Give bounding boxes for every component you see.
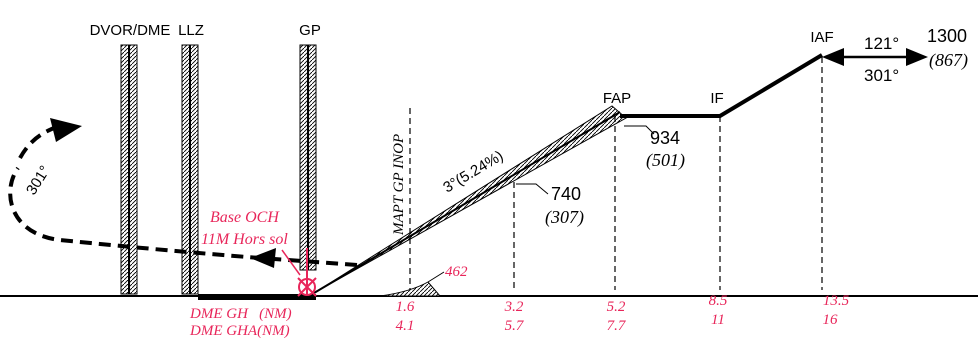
- missed-turn-track: 301°: [23, 163, 54, 198]
- glide-path-centerline: [313, 111, 621, 294]
- obstacle-elevation: 462: [445, 264, 468, 280]
- step-altitude: 740: [551, 184, 581, 204]
- dme-gh-value: 13.5: [823, 293, 850, 309]
- dme-gha-value: 5.7: [505, 318, 525, 334]
- dme-gh-value: 8.5: [709, 293, 728, 309]
- missed-approach-arrowhead: [50, 118, 82, 142]
- mapt-label: MAPT GP INOP: [391, 134, 407, 236]
- iaf-label: IAF: [810, 29, 833, 46]
- if-label: IF: [710, 90, 723, 107]
- llz-label: LLZ: [178, 22, 204, 39]
- gp-label: GP: [299, 22, 321, 39]
- dme-gh-label: DME GH (NM): [189, 306, 292, 322]
- dme-gha-value: 16: [823, 312, 839, 328]
- faf-altitude: 934: [650, 128, 680, 148]
- missed-approach-start-arrowhead: [250, 248, 276, 268]
- dvor-dme-label: DVOR/DME: [90, 22, 171, 39]
- faf-height: (501): [646, 150, 685, 171]
- llz-mast: [181, 44, 199, 295]
- missed-approach-path: [8, 166, 358, 267]
- step-height: (307): [545, 207, 584, 228]
- outbound-track: 301°: [864, 66, 899, 85]
- dme-gha-value: 7.7: [607, 318, 627, 334]
- minima-line1: Base OCH: [210, 209, 280, 226]
- missed-approach-turn-arrow: [18, 126, 55, 159]
- minima-leader: [281, 249, 301, 276]
- minima-line2: 11M Hors sol: [201, 231, 288, 248]
- runway-bar: [198, 294, 316, 300]
- iaf-altitude: 1300: [927, 26, 967, 46]
- inbound-track: 121°: [864, 34, 899, 53]
- dme-gh-value: 1.6: [396, 299, 415, 315]
- obstacle-leader: [427, 271, 445, 283]
- dme-gha-label: DME GHA(NM): [189, 323, 290, 338]
- faf-altitude-leader: [624, 125, 655, 135]
- threshold-marker: [297, 248, 317, 297]
- dme-gha-value: 4.1: [396, 318, 415, 334]
- track-double-arrow: [822, 48, 928, 66]
- dme-gh-value: 3.2: [504, 299, 524, 315]
- step-altitude-leader: [516, 183, 549, 195]
- dme-gha-value: 11: [711, 312, 725, 328]
- dme-gh-value: 5.2: [607, 299, 626, 315]
- iaf-height: (867): [929, 50, 968, 71]
- gp-mast: [299, 44, 317, 271]
- dvor-dme-mast: [120, 44, 138, 295]
- faf-label: FAP: [603, 90, 631, 107]
